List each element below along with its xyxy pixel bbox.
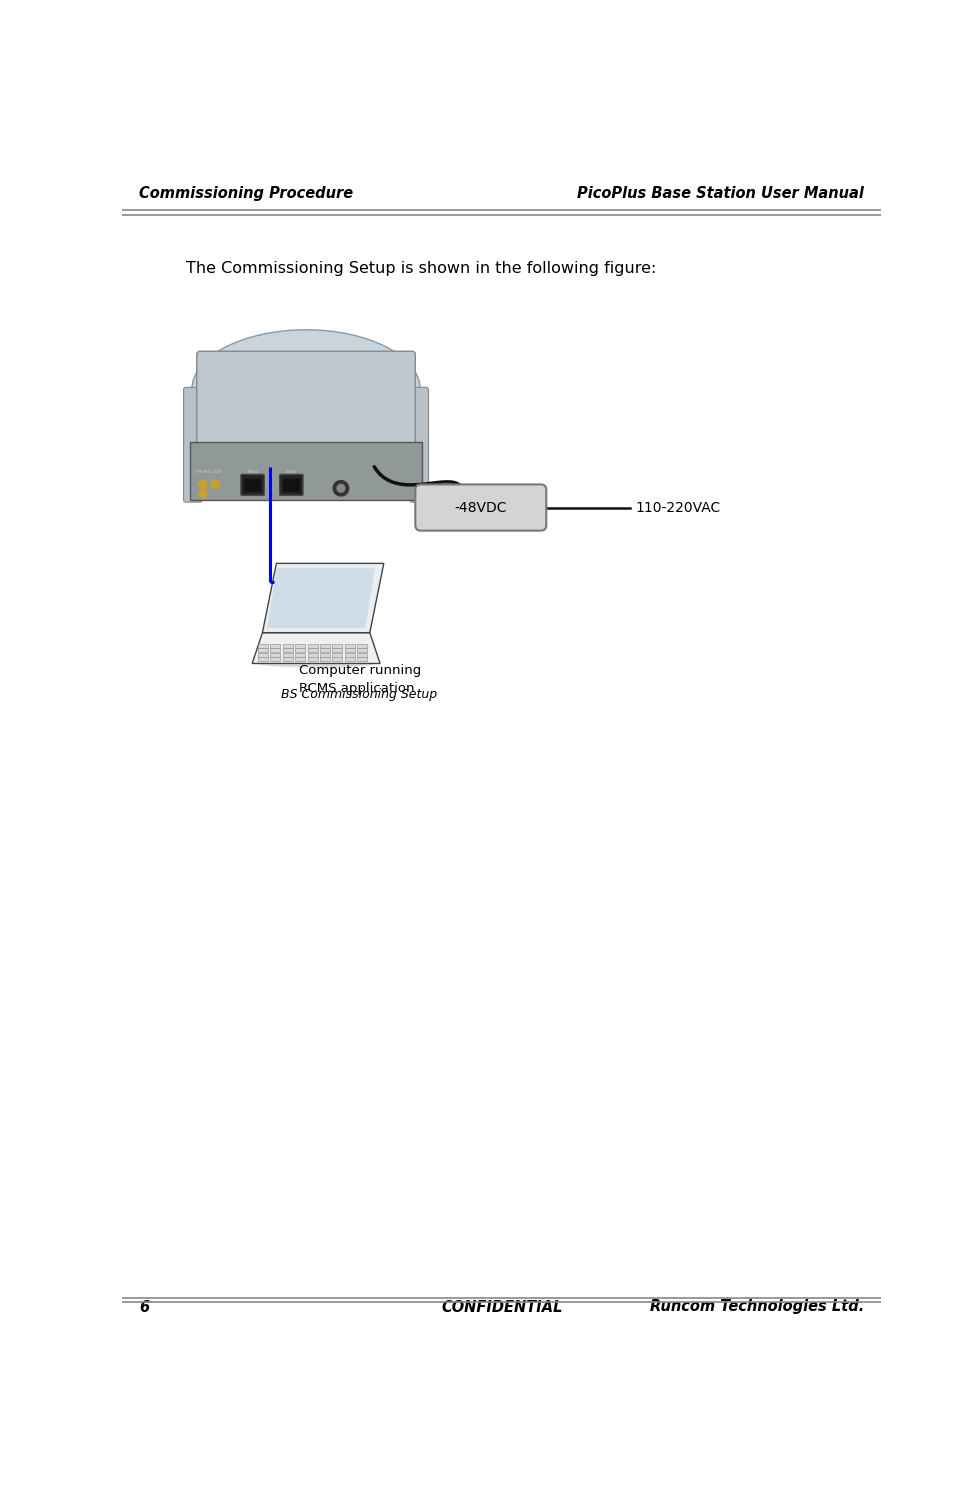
Ellipse shape bbox=[192, 329, 420, 449]
Text: PicoPlus Base Station User Manual: PicoPlus Base Station User Manual bbox=[577, 186, 864, 200]
FancyBboxPatch shape bbox=[184, 387, 202, 503]
FancyBboxPatch shape bbox=[357, 645, 367, 648]
Text: CONFIDENTIAL: CONFIDENTIAL bbox=[440, 1300, 562, 1315]
Text: RCMS application: RCMS application bbox=[298, 682, 414, 694]
Text: ETH1: ETH1 bbox=[247, 470, 257, 474]
Text: The Commissioning Setup is shown in the following figure:: The Commissioning Setup is shown in the … bbox=[186, 262, 655, 277]
FancyBboxPatch shape bbox=[333, 652, 342, 657]
FancyBboxPatch shape bbox=[280, 474, 302, 495]
FancyBboxPatch shape bbox=[283, 645, 292, 648]
FancyBboxPatch shape bbox=[270, 648, 280, 652]
FancyBboxPatch shape bbox=[307, 648, 317, 652]
Circle shape bbox=[211, 480, 219, 489]
Text: Computer running: Computer running bbox=[298, 664, 421, 676]
FancyBboxPatch shape bbox=[357, 657, 367, 661]
FancyBboxPatch shape bbox=[197, 352, 415, 444]
Circle shape bbox=[333, 480, 348, 497]
FancyBboxPatch shape bbox=[307, 657, 317, 661]
Text: 6: 6 bbox=[139, 1300, 150, 1315]
Text: GPS-PPS-OUT: GPS-PPS-OUT bbox=[195, 470, 223, 474]
Text: Commissioning Procedure: Commissioning Procedure bbox=[139, 186, 353, 200]
FancyBboxPatch shape bbox=[244, 479, 261, 492]
FancyBboxPatch shape bbox=[258, 645, 268, 648]
FancyBboxPatch shape bbox=[320, 652, 330, 657]
Circle shape bbox=[199, 480, 207, 489]
FancyBboxPatch shape bbox=[295, 648, 305, 652]
FancyBboxPatch shape bbox=[295, 652, 305, 657]
FancyBboxPatch shape bbox=[333, 657, 342, 661]
FancyBboxPatch shape bbox=[357, 648, 367, 652]
FancyBboxPatch shape bbox=[307, 652, 317, 657]
FancyBboxPatch shape bbox=[410, 387, 428, 503]
FancyBboxPatch shape bbox=[283, 652, 292, 657]
Text: ETH2: ETH2 bbox=[286, 470, 296, 474]
FancyBboxPatch shape bbox=[415, 485, 546, 531]
FancyBboxPatch shape bbox=[258, 648, 268, 652]
Ellipse shape bbox=[252, 657, 379, 667]
FancyBboxPatch shape bbox=[320, 657, 330, 661]
FancyBboxPatch shape bbox=[344, 652, 354, 657]
FancyBboxPatch shape bbox=[241, 474, 264, 495]
FancyBboxPatch shape bbox=[344, 648, 354, 652]
Polygon shape bbox=[252, 633, 379, 663]
FancyBboxPatch shape bbox=[283, 479, 299, 492]
Text: BS Commissioning Setup: BS Commissioning Setup bbox=[281, 688, 436, 702]
FancyBboxPatch shape bbox=[283, 648, 292, 652]
FancyBboxPatch shape bbox=[320, 648, 330, 652]
Circle shape bbox=[199, 489, 207, 498]
FancyBboxPatch shape bbox=[357, 652, 367, 657]
FancyBboxPatch shape bbox=[295, 645, 305, 648]
FancyBboxPatch shape bbox=[258, 657, 268, 661]
FancyBboxPatch shape bbox=[270, 645, 280, 648]
FancyBboxPatch shape bbox=[283, 657, 292, 661]
Circle shape bbox=[336, 485, 344, 492]
FancyBboxPatch shape bbox=[344, 645, 354, 648]
FancyBboxPatch shape bbox=[333, 648, 342, 652]
FancyBboxPatch shape bbox=[344, 657, 354, 661]
Polygon shape bbox=[267, 568, 375, 628]
FancyBboxPatch shape bbox=[333, 645, 342, 648]
FancyBboxPatch shape bbox=[190, 441, 422, 500]
FancyBboxPatch shape bbox=[270, 657, 280, 661]
FancyBboxPatch shape bbox=[295, 657, 305, 661]
Text: Runcom Technologies Ltd.: Runcom Technologies Ltd. bbox=[649, 1300, 864, 1315]
FancyBboxPatch shape bbox=[320, 645, 330, 648]
Text: 110-220VAC: 110-220VAC bbox=[635, 501, 720, 515]
FancyBboxPatch shape bbox=[258, 652, 268, 657]
FancyBboxPatch shape bbox=[270, 652, 280, 657]
FancyBboxPatch shape bbox=[307, 645, 317, 648]
Text: -48VDC: -48VDC bbox=[454, 501, 507, 515]
Polygon shape bbox=[262, 564, 383, 633]
